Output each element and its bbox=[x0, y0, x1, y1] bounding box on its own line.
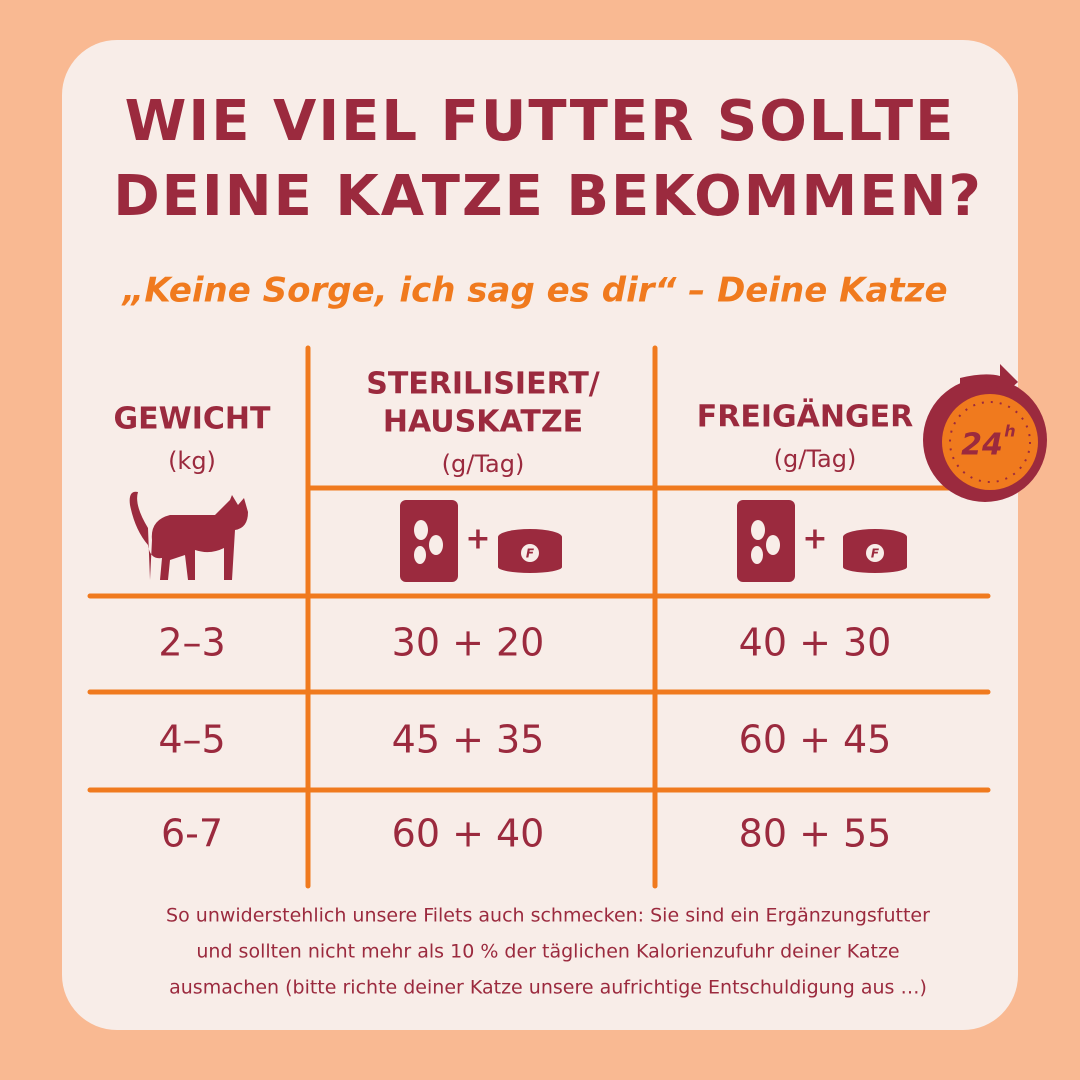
table-rows: 2–3 30 + 20 40 + 30 4–5 45 + 35 60 + 45 6-7 60 … bbox=[158, 621, 891, 856]
grid bbox=[87, 345, 991, 889]
cat-icon bbox=[129, 491, 248, 580]
header-unit: (g/Tag) bbox=[442, 450, 525, 478]
footnote: So unwiderstehlich unsere Filets auch sc… bbox=[166, 905, 930, 999]
header: STERILISIERT/ bbox=[366, 367, 600, 402]
header: FREIGÄNGER bbox=[697, 399, 913, 435]
header: HAUSKATZE bbox=[383, 405, 583, 440]
table-cell: 45 + 35 bbox=[392, 718, 545, 762]
table-cell: 4–5 bbox=[158, 718, 225, 762]
table-cell: 6-7 bbox=[161, 812, 223, 856]
footnote-line: und sollten nicht mehr als 10 % der tägl… bbox=[196, 941, 899, 963]
header-unit: (kg) bbox=[168, 447, 216, 475]
badge-number: 24 bbox=[961, 428, 1003, 463]
table-cell: 2–3 bbox=[158, 621, 225, 665]
table-cell: 60 + 45 bbox=[739, 718, 892, 762]
badge: 24 h bbox=[923, 364, 1047, 502]
can-label: F bbox=[526, 547, 535, 561]
subtitle: „Keine Sorge, ich sag es dir“ – Deine Ka… bbox=[120, 271, 947, 311]
badge-unit: h bbox=[1004, 422, 1015, 441]
footnote-line: So unwiderstehlich unsere Filets auch sc… bbox=[166, 905, 930, 927]
title: DEINE KATZE BEKOMMEN? bbox=[113, 164, 983, 229]
header-unit: (g/Tag) bbox=[774, 445, 857, 473]
header: GEWICHT bbox=[114, 402, 271, 437]
can-label: F bbox=[871, 547, 880, 561]
footnote-line: ausmachen (bitte richte deiner Katze uns… bbox=[169, 977, 927, 999]
table-cell: 80 + 55 bbox=[739, 812, 892, 856]
table-cell: 60 + 40 bbox=[392, 812, 545, 856]
table-cell: 30 + 20 bbox=[392, 621, 545, 665]
plus: + bbox=[465, 522, 490, 557]
table-cell: 40 + 30 bbox=[739, 621, 892, 665]
plus: + bbox=[802, 522, 827, 557]
title: WIE VIEL FUTTER SOLLTE bbox=[125, 89, 956, 154]
food-icons: + F + F bbox=[400, 500, 907, 582]
